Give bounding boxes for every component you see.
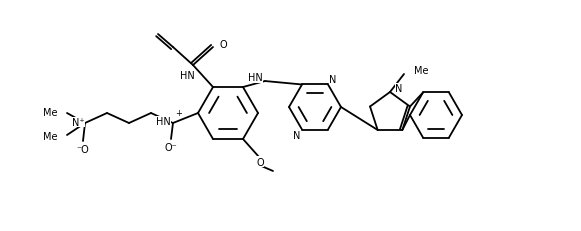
Text: N: N <box>329 75 336 85</box>
Text: HN: HN <box>180 71 195 81</box>
Text: HN: HN <box>156 116 171 126</box>
Text: N⁺: N⁺ <box>73 118 85 128</box>
Text: Me: Me <box>414 66 429 76</box>
Text: HN: HN <box>248 73 263 83</box>
Text: Me: Me <box>42 108 57 118</box>
Text: +: + <box>175 109 182 118</box>
Text: O: O <box>219 40 227 50</box>
Text: Me: Me <box>42 131 57 141</box>
Text: O⁻: O⁻ <box>164 142 177 152</box>
Text: O: O <box>256 157 264 167</box>
Text: ⁻O: ⁻O <box>77 144 89 154</box>
Text: N: N <box>395 84 403 94</box>
Text: N: N <box>293 130 301 140</box>
